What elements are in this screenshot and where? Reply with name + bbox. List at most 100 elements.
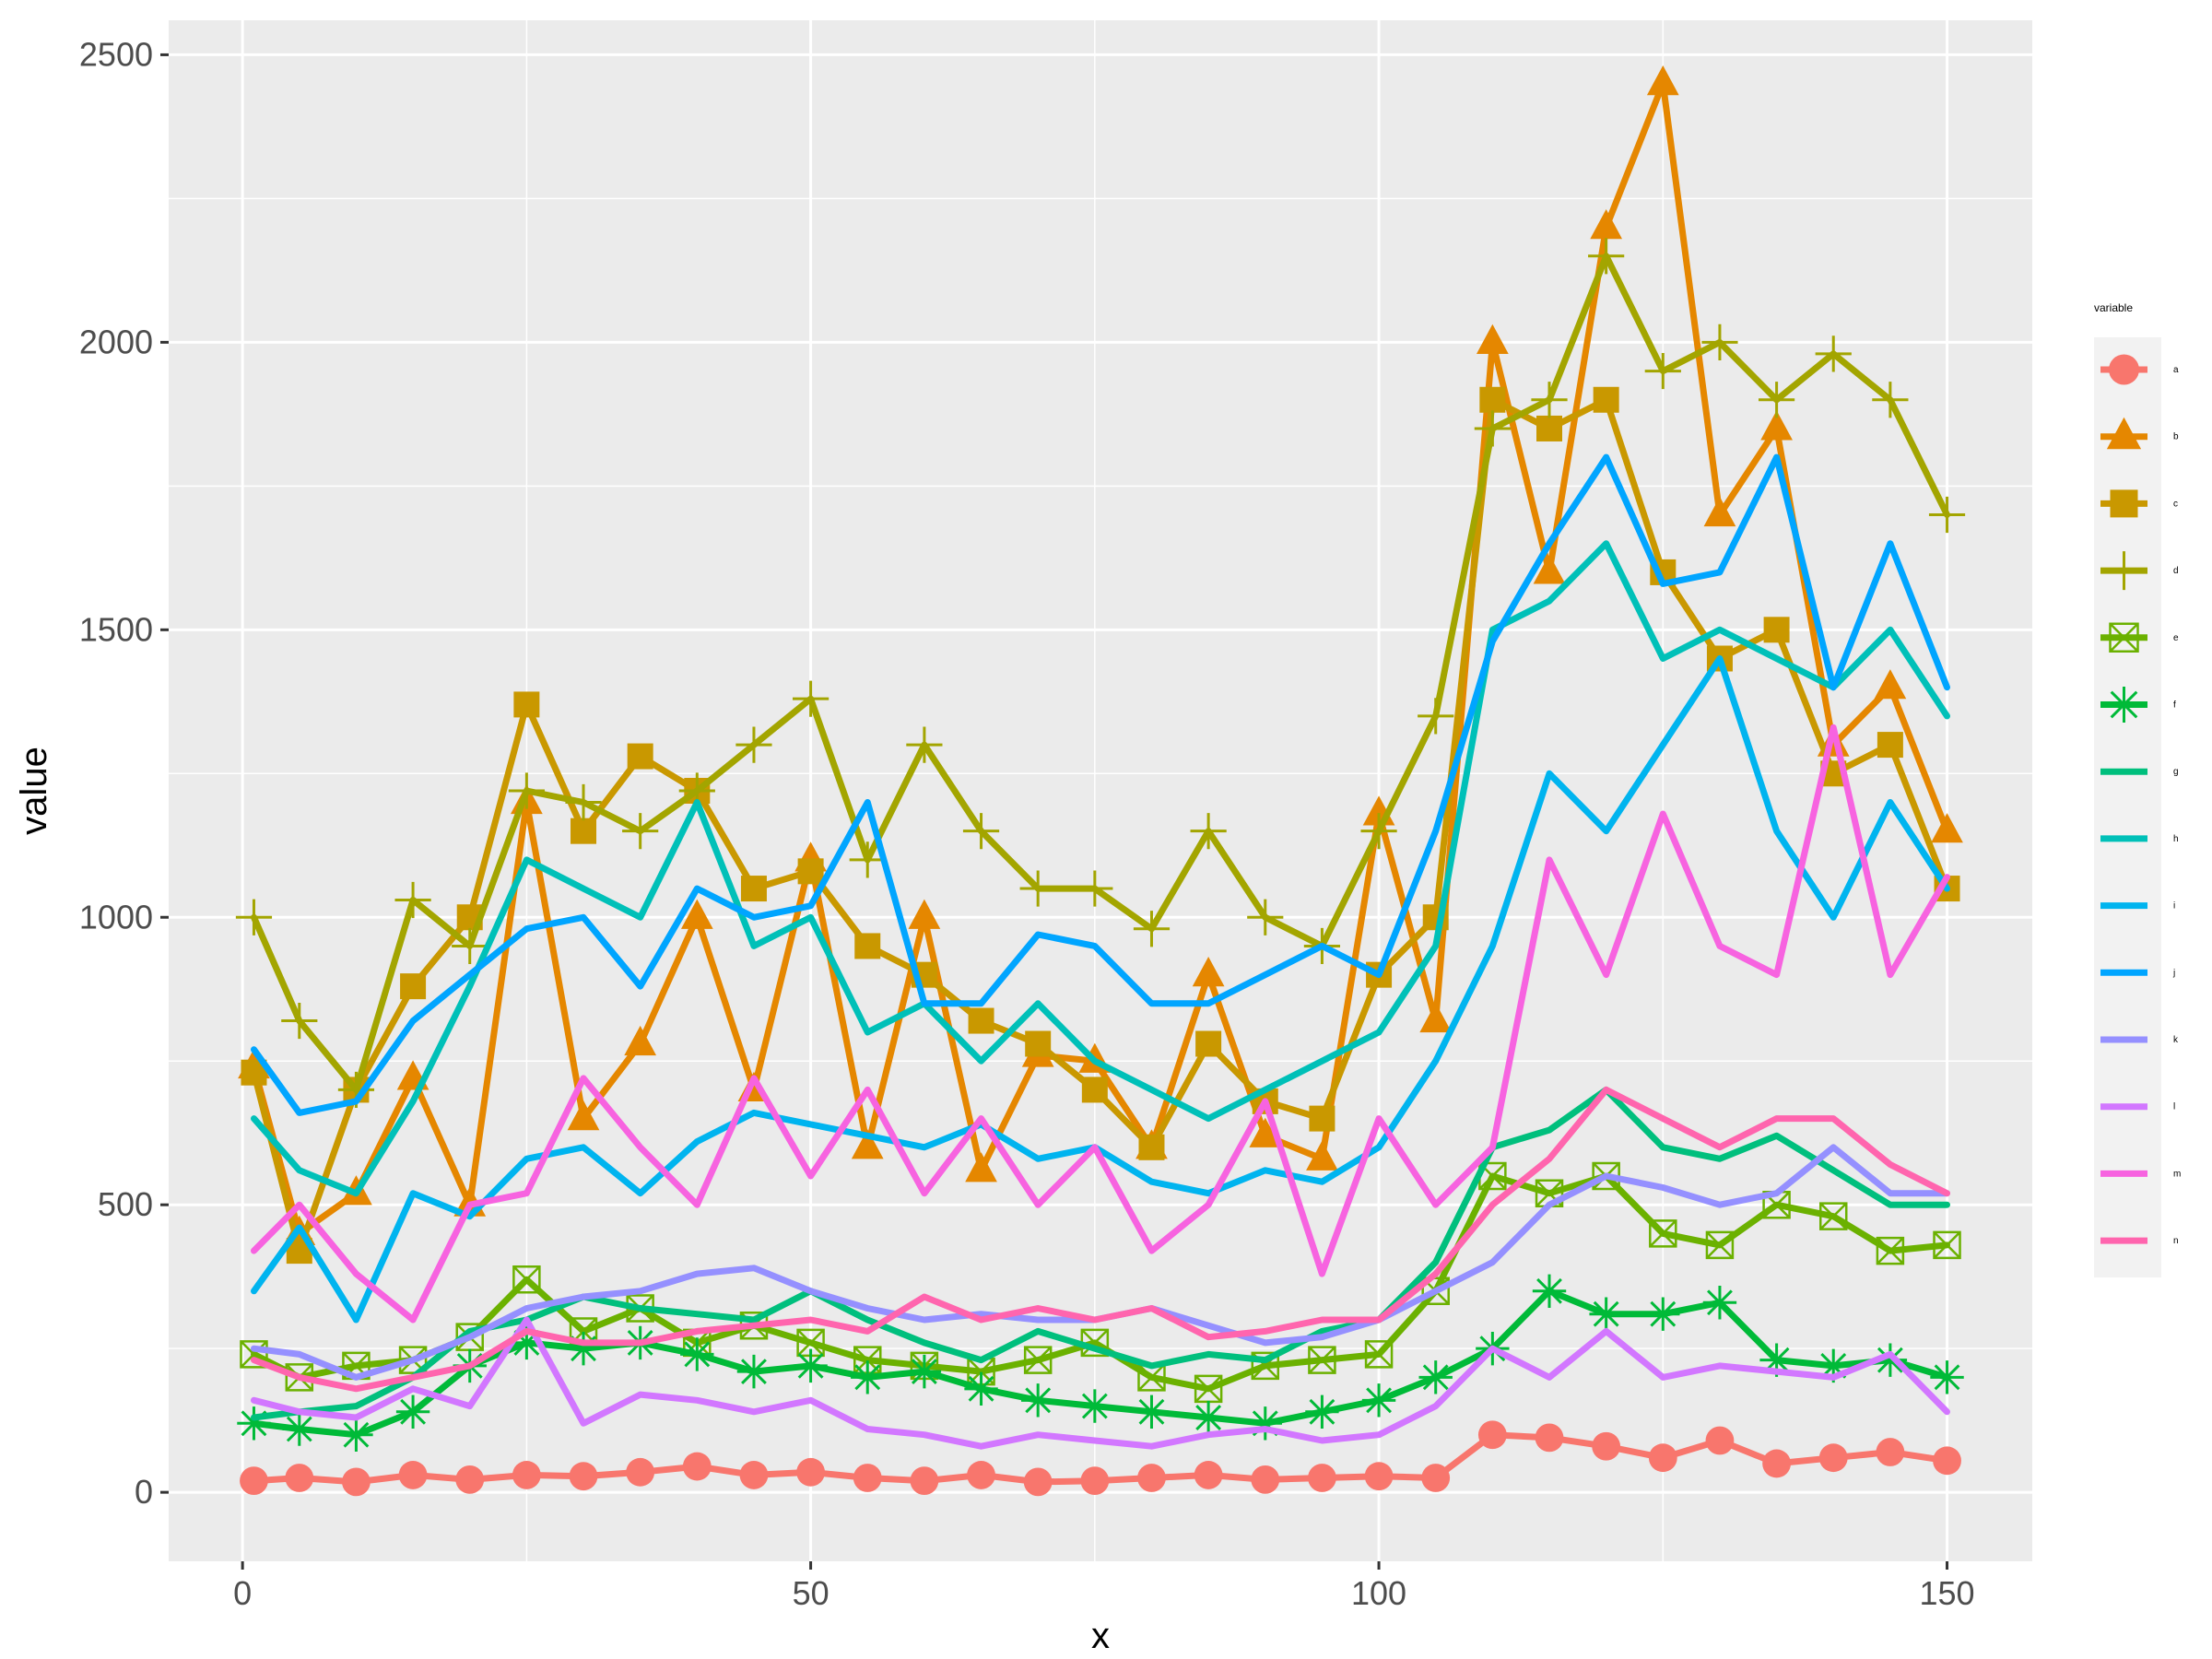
data-point [1818, 1202, 1848, 1230]
major-gridlines [169, 20, 2032, 1561]
x-axis: 0 50 100 150 [233, 1561, 1975, 1612]
data-point [1763, 617, 1790, 643]
data-point [794, 1348, 828, 1383]
minor-gridlines [169, 20, 2032, 1561]
y-tick-label: 2500 [79, 35, 153, 73]
x-tick-label: 0 [233, 1574, 252, 1612]
data-point [1025, 1030, 1052, 1057]
data-point [962, 813, 1000, 850]
legend-label-e: e [2173, 633, 2179, 643]
data-point [510, 1325, 544, 1360]
legend-label-c: c [2173, 499, 2178, 509]
data-point [1251, 1465, 1280, 1494]
data-point [508, 772, 545, 809]
data-point [1762, 1449, 1791, 1478]
data-point [1191, 1400, 1226, 1435]
data-point [1592, 1431, 1621, 1461]
data-point [1533, 554, 1566, 584]
data-point [682, 1452, 712, 1481]
data-point [1928, 496, 1966, 534]
data-point [1306, 1140, 1338, 1171]
y-tick-label: 1000 [79, 898, 153, 935]
data-point [1705, 1426, 1735, 1455]
data-point [1138, 1134, 1165, 1160]
data-point [1364, 1340, 1394, 1369]
data-point [626, 1457, 655, 1487]
data-point [1874, 669, 1907, 700]
data-point [1135, 1394, 1169, 1429]
data-point [1702, 1286, 1737, 1320]
data-point [1308, 1464, 1336, 1492]
data-point [1703, 496, 1736, 527]
x-axis-title: x [1091, 1616, 1110, 1656]
data-point [1418, 698, 1454, 735]
data-point [1477, 1420, 1507, 1450]
data-point [849, 841, 886, 878]
data-point [1588, 238, 1625, 275]
data-point [1190, 813, 1227, 850]
legend-title: variable [2094, 301, 2133, 314]
data-point [1192, 957, 1225, 987]
series-j [251, 453, 1950, 1116]
legend-key-e [2100, 622, 2147, 653]
legend-label-m: m [2173, 1169, 2181, 1179]
legend-key-d [2100, 551, 2147, 591]
data-point [2104, 551, 2144, 591]
data-point [796, 1328, 825, 1358]
data-point [1648, 1443, 1677, 1473]
data-point [1023, 1346, 1053, 1374]
series-layer [235, 65, 1966, 1497]
data-point [1705, 1230, 1735, 1260]
y-tick-label: 1500 [79, 610, 153, 648]
data-point [910, 1466, 939, 1496]
data-point [285, 1464, 314, 1492]
legend-key-c [2100, 489, 2147, 518]
series-h [251, 540, 1950, 1197]
data-point [565, 783, 602, 821]
legend-key-f [2100, 687, 2147, 723]
data-point [1535, 1423, 1564, 1453]
series-d [235, 238, 1966, 1109]
data-point [1933, 1446, 1961, 1476]
legend-label-j: j [2172, 968, 2175, 978]
data-point [1646, 1297, 1680, 1331]
data-point [1876, 1438, 1905, 1466]
data-point [452, 927, 488, 965]
y-tick-label: 0 [135, 1473, 153, 1511]
data-point [2110, 489, 2138, 518]
data-point [1931, 813, 1963, 843]
data-point [566, 1331, 601, 1366]
data-point [1361, 1383, 1396, 1418]
legend-label-g: g [2173, 767, 2179, 777]
data-point [735, 726, 772, 763]
data-point [1247, 899, 1284, 935]
legend-key-b [2100, 417, 2147, 450]
data-point [1815, 335, 1852, 372]
data-point [967, 1461, 995, 1489]
data-point [1081, 1077, 1108, 1103]
data-point [2109, 622, 2139, 653]
data-point [1593, 386, 1619, 413]
data-point [395, 1394, 430, 1429]
data-point [1077, 1389, 1112, 1423]
data-point [237, 1406, 271, 1441]
data-point [906, 726, 943, 763]
data-point [908, 899, 941, 929]
data-point [240, 1466, 268, 1496]
data-point [854, 933, 881, 959]
data-point [1479, 386, 1506, 413]
data-point [1364, 1462, 1394, 1491]
data-point [1133, 911, 1171, 947]
data-point [513, 691, 540, 718]
legend-key-a [2100, 354, 2147, 385]
data-point [1649, 1219, 1677, 1248]
x-tick-label: 150 [1919, 1574, 1974, 1612]
x-tick-label: 50 [793, 1574, 830, 1612]
data-point [1077, 870, 1113, 907]
series-line-h [251, 540, 1950, 1197]
data-point [853, 1464, 882, 1492]
series-a [240, 1420, 1961, 1497]
y-axis: 0 500 1000 1500 2000 2500 [79, 35, 169, 1511]
data-point [1080, 1466, 1110, 1496]
data-point [1876, 1236, 1905, 1265]
